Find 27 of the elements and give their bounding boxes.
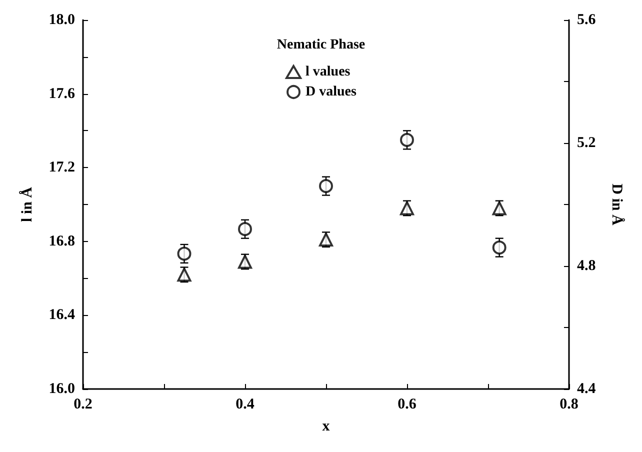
y-axis-title: l in Å: [18, 186, 36, 222]
point: [177, 268, 192, 282]
point: [400, 132, 414, 147]
legend-label: D values: [306, 84, 358, 100]
point: [238, 222, 252, 236]
y-tick-label: 18.0: [48, 12, 75, 28]
point: [492, 201, 506, 216]
point: [177, 246, 192, 261]
x-tick-label: 0.8: [560, 396, 578, 412]
y2-axis-title: D in Å: [608, 184, 626, 226]
x-tick-label: 0.6: [398, 396, 417, 412]
legend-label: l values: [306, 64, 351, 80]
legend-title: Nematic Phase: [276, 38, 366, 52]
y-tick-label: 16.4: [48, 307, 76, 324]
y-tick-label: 16.0: [48, 381, 75, 397]
x-axis-title: x: [322, 418, 330, 434]
y-tick-label: 17.6: [48, 86, 76, 102]
y2-tick-label: 5.2: [577, 135, 596, 151]
y-tick-label: 16.8: [48, 233, 75, 250]
point: [492, 240, 506, 255]
x-tick-label: 0.4: [236, 396, 255, 412]
x-tick-label: 0.2: [74, 396, 92, 412]
y2-tick-label: 4.8: [577, 258, 596, 274]
point: [319, 179, 333, 194]
y2-tick-label: 5.6: [577, 12, 596, 28]
y2-tick-label: 4.4: [577, 381, 596, 397]
y-tick-label: 17.2: [48, 160, 75, 176]
